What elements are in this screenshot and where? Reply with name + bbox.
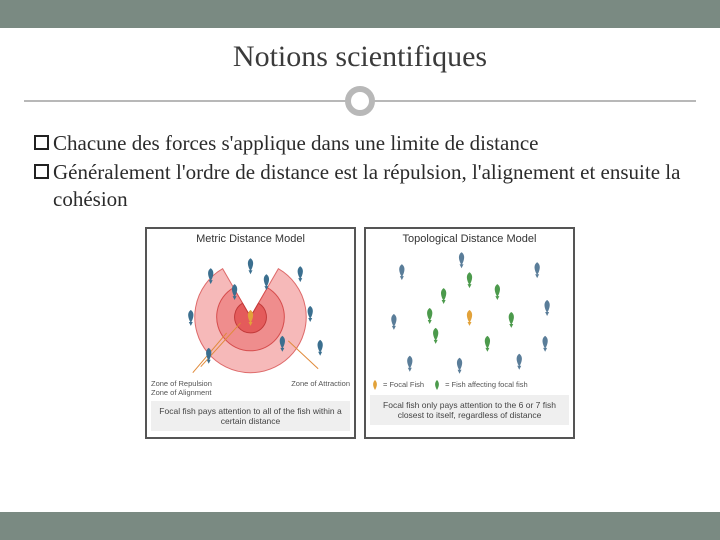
model-title: Metric Distance Model [151, 233, 350, 245]
bullet-item: Chacune des forces s'applique dans une l… [34, 130, 686, 157]
legend-item: = Fish affecting focal fish [432, 379, 528, 391]
fish-icon [370, 379, 380, 391]
bullet-item: Généralement l'ordre de distance est la … [34, 159, 686, 213]
bullet-text: Chacune des forces s'applique dans une l… [53, 130, 686, 157]
rule-circle-icon [345, 86, 375, 116]
topological-diagram [370, 247, 569, 377]
model-metric: Metric Distance Model Zone of Repulsion … [145, 227, 356, 439]
slide-body: Chacune des forces s'applique dans une l… [0, 122, 720, 439]
bullet-checkbox-icon [34, 135, 49, 150]
model-topological: Topological Distance Model = Focal Fish … [364, 227, 575, 439]
zone-label: Zone of Alignment [151, 388, 246, 397]
model-caption: Focal fish only pays attention to the 6 … [370, 395, 569, 425]
models-row: Metric Distance Model Zone of Repulsion … [145, 227, 575, 439]
zone-labels: Zone of Repulsion Zone of Alignment Zone… [151, 379, 350, 397]
figure: Metric Distance Model Zone of Repulsion … [145, 227, 575, 439]
legend-item: = Focal Fish [370, 379, 424, 391]
legend-label: = Focal Fish [383, 380, 424, 389]
bullet-text: Généralement l'ordre de distance est la … [53, 159, 686, 213]
model-caption: Focal fish pays attention to all of the … [151, 401, 350, 431]
title-rule [0, 82, 720, 122]
metric-diagram [151, 247, 350, 377]
legend: = Focal Fish = Fish affecting focal fish [370, 379, 569, 391]
zone-label: Zone of Repulsion [151, 379, 246, 388]
legend-label: = Fish affecting focal fish [445, 380, 528, 389]
title-area: Notions scientifiques [0, 40, 720, 74]
model-title: Topological Distance Model [370, 233, 569, 245]
fish-icon [432, 379, 442, 391]
slide: Notions scientifiques Chacune des forces… [0, 0, 720, 540]
zone-label: Zone of Attraction [256, 379, 351, 388]
slide-title: Notions scientifiques [0, 40, 720, 74]
bullet-checkbox-icon [34, 164, 49, 179]
